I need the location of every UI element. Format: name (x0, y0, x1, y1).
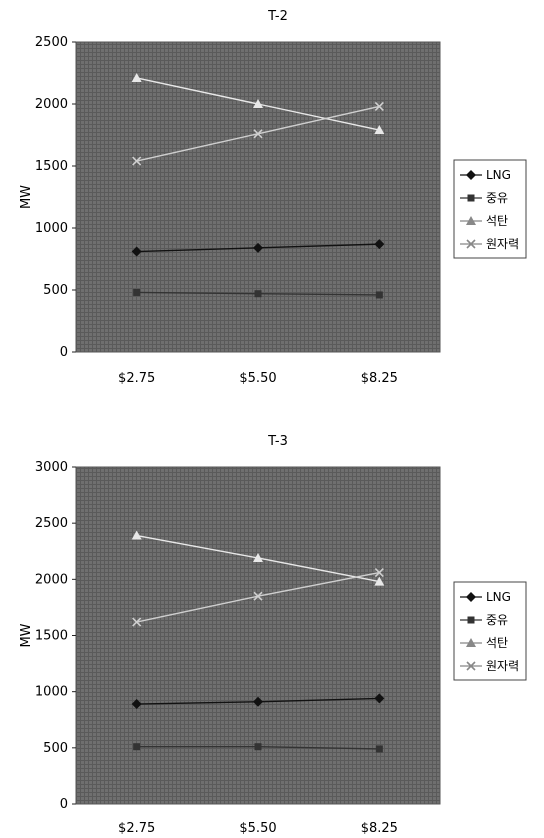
plot-area (76, 42, 440, 352)
chart-t2: T-2 MW 0 500 1000 1500 2000 2500 $2.75 $5.50 $8.25… (19, 9, 526, 386)
data-point (255, 290, 262, 297)
y-tick-label: 500 (43, 283, 68, 298)
chart-t3: T-3 MW 0 500 1000 1500 2000 2500 3000 $2.75 $5.50 $… (19, 434, 526, 836)
y-axis-label: MW (19, 185, 34, 209)
data-point (376, 291, 383, 298)
legend-label: 석탄 (486, 636, 508, 650)
y-tick-label: 3000 (35, 460, 68, 475)
chart-title: T-3 (267, 434, 288, 449)
data-point (133, 743, 140, 750)
legend-label: 석탄 (486, 214, 508, 228)
plot-area (76, 467, 440, 804)
y-tick-label: 0 (60, 797, 68, 812)
y-tick-label: 2500 (35, 516, 68, 531)
legend-label: LNG (486, 590, 511, 604)
legend-label: 원자력 (486, 659, 519, 673)
y-tick-label: 2000 (35, 97, 68, 112)
legend-marker (468, 195, 475, 202)
y-tick-label: 1500 (35, 629, 68, 644)
y-axis-label: MW (19, 623, 34, 647)
y-tick-label: 1500 (35, 159, 68, 174)
y-tick-label: 1000 (35, 221, 68, 236)
x-tick-label: $5.50 (239, 371, 276, 386)
x-tick-label: $8.25 (361, 821, 398, 836)
y-tick-label: 500 (43, 741, 68, 756)
data-point (133, 289, 140, 296)
legend-label: 중유 (486, 191, 508, 205)
x-tick-label: $2.75 (118, 821, 155, 836)
legend-marker (468, 617, 475, 624)
legend-label: 중유 (486, 613, 508, 627)
data-point (376, 745, 383, 752)
legend-label: LNG (486, 168, 511, 182)
x-tick-label: $2.75 (118, 371, 155, 386)
y-tick-label: 2500 (35, 35, 68, 50)
x-tick-label: $5.50 (239, 821, 276, 836)
legend-label: 원자력 (486, 237, 519, 251)
y-tick-label: 1000 (35, 685, 68, 700)
y-tick-label: 0 (60, 345, 68, 360)
chart-title: T-2 (267, 9, 288, 24)
x-tick-label: $8.25 (361, 371, 398, 386)
data-point (255, 743, 262, 750)
y-tick-label: 2000 (35, 572, 68, 587)
